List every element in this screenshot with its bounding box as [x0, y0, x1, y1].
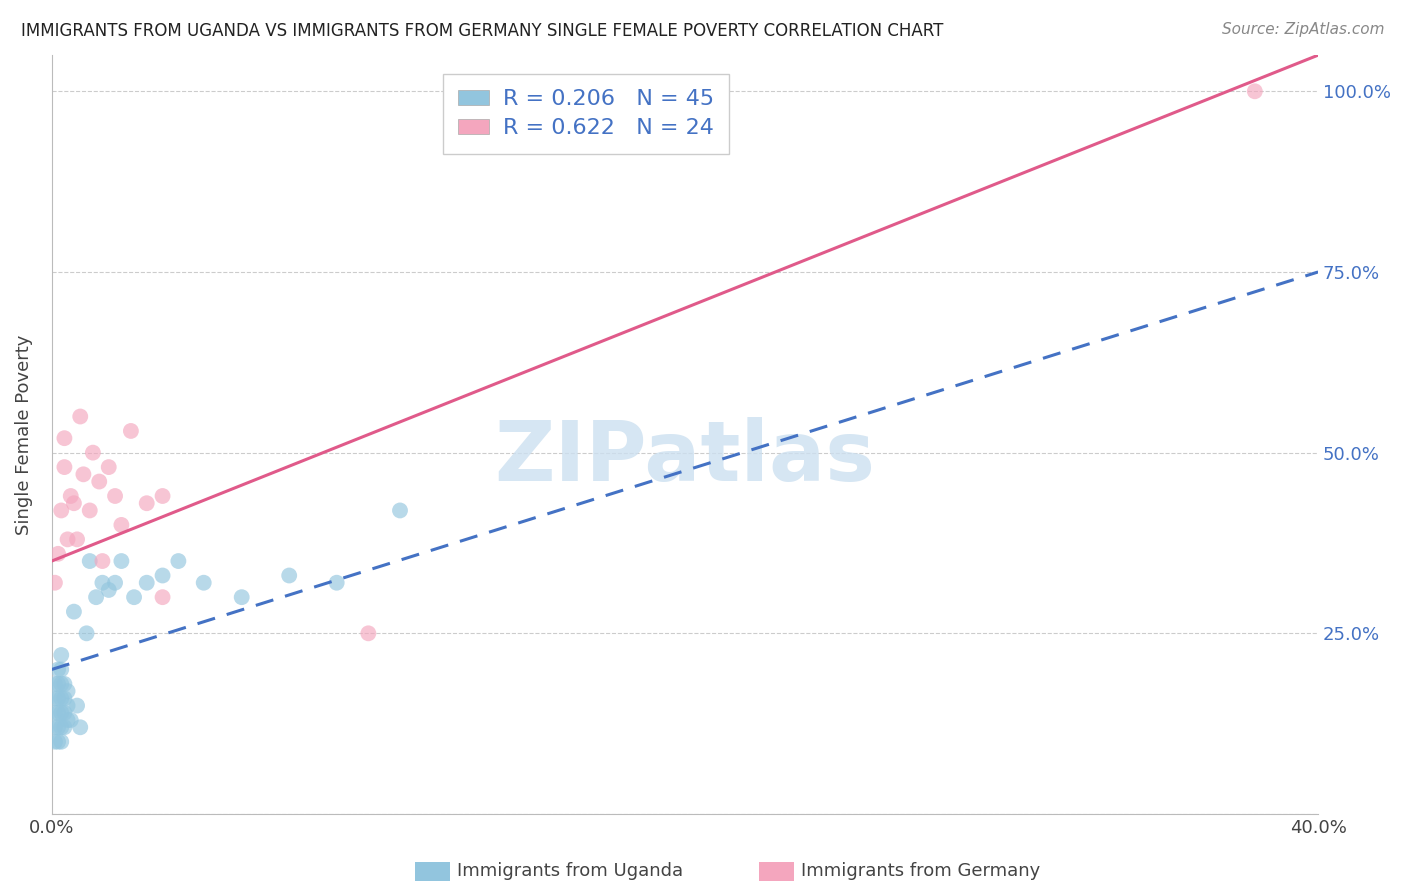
Point — [135, 496, 157, 510]
Point — [63, 496, 86, 510]
Point — [97, 582, 120, 597]
Point — [51, 663, 73, 677]
Point — [97, 460, 120, 475]
Point — [193, 575, 215, 590]
Point — [152, 489, 174, 503]
Point — [53, 677, 76, 691]
Point — [72, 467, 94, 482]
Point — [56, 698, 79, 713]
Point — [84, 590, 107, 604]
Point — [56, 533, 79, 547]
Point — [152, 590, 174, 604]
Point — [135, 575, 157, 590]
Point — [44, 706, 66, 720]
Point — [44, 691, 66, 706]
Point — [66, 533, 89, 547]
Point — [120, 424, 142, 438]
Point — [388, 503, 411, 517]
Point — [110, 554, 132, 568]
Text: ZIPatlas: ZIPatlas — [495, 417, 876, 498]
Point — [69, 409, 91, 424]
Point — [53, 706, 76, 720]
Point — [231, 590, 253, 604]
Point — [91, 575, 114, 590]
Point — [89, 475, 111, 489]
Point — [51, 720, 73, 734]
Point — [167, 554, 190, 568]
Point — [53, 460, 76, 475]
Text: Immigrants from Germany: Immigrants from Germany — [801, 863, 1040, 880]
Point — [56, 713, 79, 727]
Text: Source: ZipAtlas.com: Source: ZipAtlas.com — [1222, 22, 1385, 37]
Point — [110, 517, 132, 532]
Point — [1243, 84, 1265, 98]
Point — [51, 503, 73, 517]
Point — [51, 677, 73, 691]
Point — [56, 684, 79, 698]
Point — [76, 626, 98, 640]
Legend: R = 0.206   N = 45, R = 0.622   N = 24: R = 0.206 N = 45, R = 0.622 N = 24 — [443, 74, 730, 153]
Point — [104, 489, 127, 503]
Point — [59, 489, 82, 503]
Text: Immigrants from Uganda: Immigrants from Uganda — [457, 863, 683, 880]
Point — [66, 698, 89, 713]
Point — [51, 735, 73, 749]
Point — [104, 575, 127, 590]
Point — [152, 568, 174, 582]
Point — [46, 677, 69, 691]
Point — [69, 720, 91, 734]
Point — [51, 648, 73, 662]
Point — [53, 431, 76, 445]
Point — [53, 720, 76, 734]
Y-axis label: Single Female Poverty: Single Female Poverty — [15, 334, 32, 535]
Point — [46, 547, 69, 561]
Point — [82, 445, 104, 459]
Point — [46, 720, 69, 734]
Point — [51, 706, 73, 720]
Point — [278, 568, 301, 582]
Point — [53, 691, 76, 706]
Point — [122, 590, 145, 604]
Point — [63, 605, 86, 619]
Point — [79, 554, 101, 568]
Point — [46, 691, 69, 706]
Point — [91, 554, 114, 568]
Point — [44, 677, 66, 691]
Point — [59, 713, 82, 727]
Point — [44, 735, 66, 749]
Point — [44, 720, 66, 734]
Point — [357, 626, 380, 640]
Point — [51, 691, 73, 706]
Point — [46, 735, 69, 749]
Point — [325, 575, 347, 590]
Point — [46, 663, 69, 677]
Point — [79, 503, 101, 517]
Point — [44, 575, 66, 590]
Text: IMMIGRANTS FROM UGANDA VS IMMIGRANTS FROM GERMANY SINGLE FEMALE POVERTY CORRELAT: IMMIGRANTS FROM UGANDA VS IMMIGRANTS FRO… — [21, 22, 943, 40]
Point — [46, 706, 69, 720]
